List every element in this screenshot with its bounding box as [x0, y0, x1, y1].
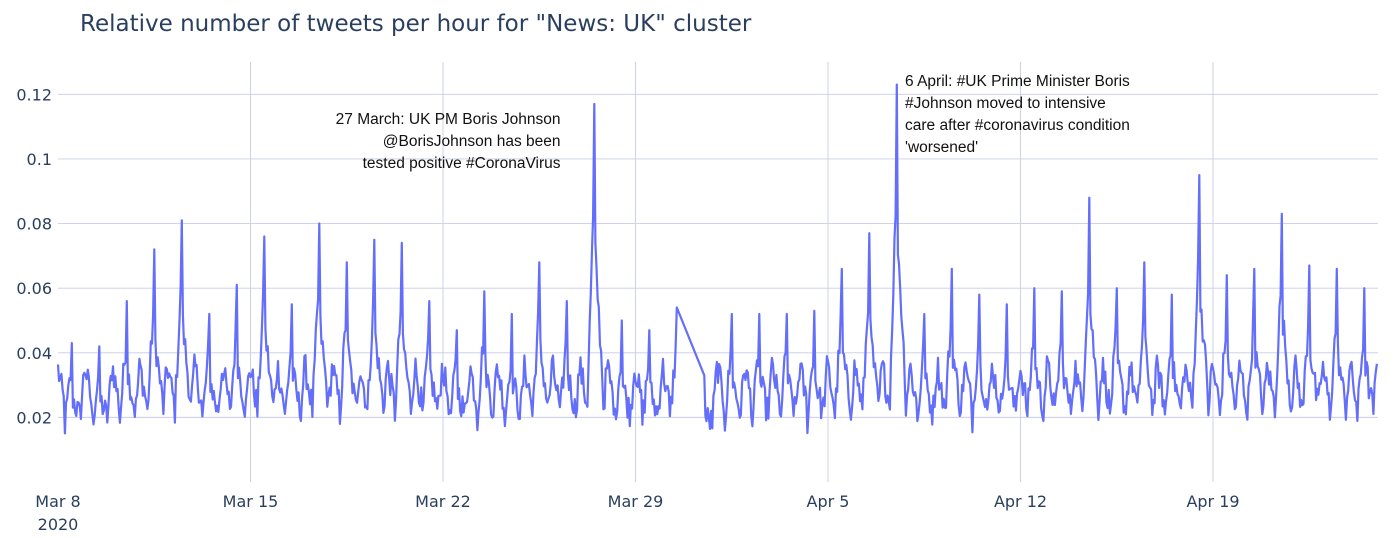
y-tick-label: 0.08: [16, 215, 52, 234]
annotation-line: 27 March: UK PM Boris Johnson: [336, 111, 561, 128]
x-tick-label: Mar 29: [608, 492, 664, 511]
x-tick-label: Apr 19: [1186, 492, 1239, 511]
annotation-line: 'worsened': [905, 139, 978, 156]
y-tick-label: 0.1: [27, 150, 52, 169]
x-tick-label: Apr 5: [807, 492, 850, 511]
grid: [58, 62, 1378, 482]
annotation-line: care after #coronavirus condition: [905, 117, 1130, 134]
x-tick-year-label: 2020: [38, 515, 79, 534]
x-tick-label: Mar 8: [35, 492, 80, 511]
annotation-line: tested positive #CoronaVirus: [363, 155, 561, 172]
x-tick-label: Mar 22: [415, 492, 471, 511]
series-line: [56, 83, 1378, 435]
series-area: [56, 83, 1378, 435]
y-tick-label: 0.12: [16, 85, 52, 104]
annotation-line: @BorisJohnson has been: [383, 133, 561, 150]
annotation-line: #Johnson moved to intensive: [905, 95, 1106, 112]
y-tick-label: 0.06: [16, 279, 52, 298]
annotation: 6 April: #UK Prime Minister Boris #Johnso…: [905, 73, 1130, 156]
x-tick-label: Apr 12: [994, 492, 1047, 511]
y-tick-label: 0.02: [16, 408, 52, 427]
y-axis-ticks: 0.02 0.04 0.06 0.08 0.1 0.12: [16, 85, 52, 427]
x-axis-ticks: Mar 8 2020 Mar 15 Mar 22 Mar 29 Apr 5 Apr 12 Ap…: [35, 492, 1239, 534]
annotations: 27 March: UK PM Boris Johnson @BorisJohns…: [336, 73, 1130, 172]
annotation-line: 6 April: #UK Prime Minister Boris: [905, 73, 1130, 90]
x-tick-label: Mar 15: [223, 492, 279, 511]
chart-title: Relative number of tweets per hour for "…: [80, 11, 752, 37]
annotation: 27 March: UK PM Boris Johnson @BorisJohns…: [336, 111, 561, 172]
y-tick-label: 0.04: [16, 344, 52, 363]
